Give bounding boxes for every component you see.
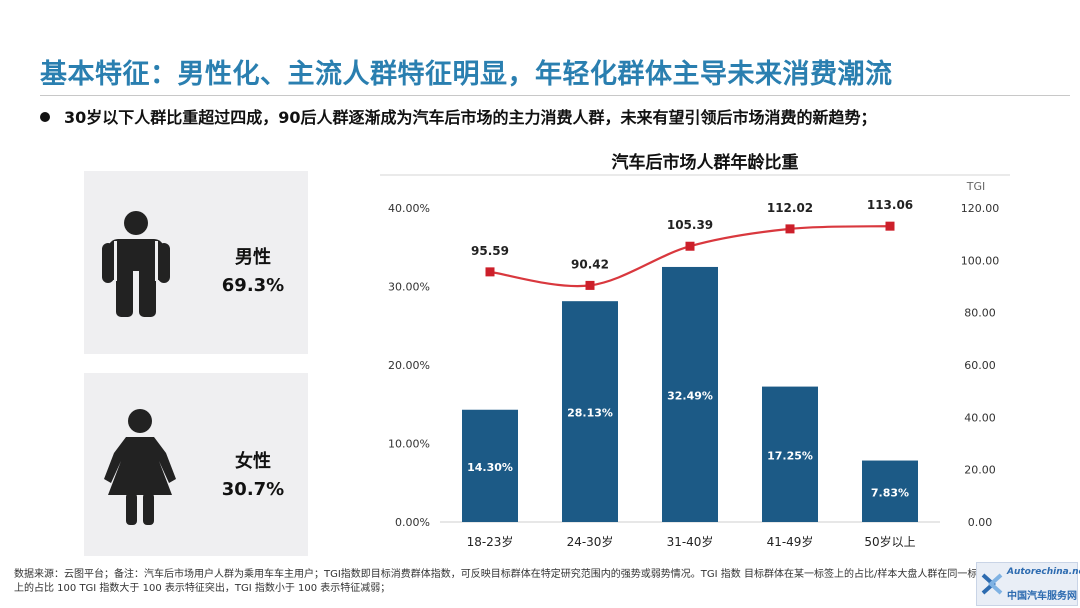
tgi-data-label: 112.02 — [767, 201, 813, 215]
x-axis-tick-label: 31-40岁 — [667, 534, 714, 549]
x-axis-tick-label: 24-30岁 — [567, 534, 614, 549]
tgi-data-label: 95.59 — [471, 244, 509, 258]
tgi-data-label: 113.06 — [867, 198, 913, 212]
age-distribution-chart: 0.00% 10.00% 20.00% 30.00% 40.00% 0.00 20.00 40… — [380, 174, 1010, 549]
x-axis-tick-label: 50岁以上 — [864, 534, 915, 549]
bar — [462, 409, 518, 522]
watermark-logo-icon — [981, 573, 1003, 595]
bar-data-label: 14.30% — [467, 461, 513, 474]
watermark-url: Autorechina.net — [1007, 567, 1080, 577]
right-axis-tick-label: 0.00 — [968, 516, 993, 529]
x-axis-tick-label: 18-23岁 — [467, 534, 514, 549]
female-label: 女性 — [235, 451, 271, 472]
male-person-icon — [102, 211, 170, 317]
watermark: Autorechina.net 中国汽车服务网 — [976, 562, 1080, 606]
tgi-point — [885, 221, 895, 231]
right-axis-tick-label: 60.00 — [964, 359, 996, 372]
bar-data-label: 28.13% — [567, 407, 613, 420]
tgi-data-label: 90.42 — [571, 257, 609, 271]
bar-data-label: 7.83% — [871, 486, 909, 499]
left-axis-tick-label: 10.00% — [388, 438, 430, 451]
bar — [762, 386, 818, 522]
right-axis-tick-label: 120.00 — [961, 202, 1000, 215]
female-panel: 女性 30.7% — [84, 373, 308, 556]
bar — [562, 301, 618, 522]
bullet-dot-icon — [40, 111, 50, 122]
watermark-text: 中国汽车服务网 — [1007, 591, 1077, 602]
left-axis-tick-label: 40.00% — [388, 202, 430, 215]
bar-data-label: 32.49% — [667, 389, 713, 402]
female-person-icon — [104, 409, 176, 525]
chart-title: 汽车后市场人群年龄比重 — [611, 153, 799, 173]
tgi-point — [485, 267, 495, 277]
right-axis-label: TGI — [966, 180, 986, 193]
bullet-point: 30岁以下人群比重超过四成，90后人群逐渐成为汽车后市场的主力消费人群，未来有望… — [40, 104, 877, 128]
x-axis-tick-label: 41-49岁 — [767, 534, 814, 549]
male-label: 男性 — [235, 247, 271, 268]
right-axis-tick-label: 20.00 — [964, 464, 996, 477]
left-axis-tick-label: 20.00% — [388, 359, 430, 372]
right-axis-tick-label: 100.00 — [961, 254, 1000, 267]
title-divider — [40, 95, 1070, 96]
bar — [862, 460, 918, 522]
bar — [662, 266, 718, 522]
left-axis-tick-label: 0.00% — [395, 516, 430, 529]
bar-data-label: 17.25% — [767, 449, 813, 462]
page-title: 基本特征：男性化、主流人群特征明显，年轻化群体主导未来消费潮流 — [40, 59, 893, 90]
male-panel: 男性 69.3% — [84, 171, 308, 354]
tgi-point — [785, 224, 795, 234]
left-axis-tick-label: 30.00% — [388, 281, 430, 294]
right-axis-tick-label: 80.00 — [964, 307, 996, 320]
tgi-point — [685, 241, 695, 251]
bullet-text: 30岁以下人群比重超过四成，90后人群逐渐成为汽车后市场的主力消费人群，未来有望… — [64, 108, 877, 127]
right-axis-tick-label: 40.00 — [964, 411, 996, 424]
male-value: 69.3% — [221, 275, 285, 296]
female-value: 30.7% — [221, 479, 285, 500]
source-footnote: 数据来源：云图平台；备注：汽车后市场用户人群为乘用车车主用户；TGI指数即目标消… — [14, 569, 988, 594]
tgi-point — [585, 280, 595, 290]
tgi-data-label: 105.39 — [667, 218, 713, 232]
